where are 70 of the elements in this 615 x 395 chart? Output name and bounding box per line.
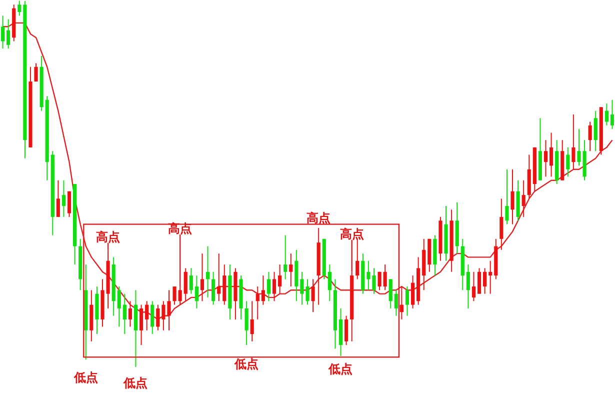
candlestick [505, 168, 509, 225]
candlestick [549, 132, 554, 178]
candlestick [261, 275, 265, 306]
candlestick [200, 253, 204, 302]
candlestick [266, 271, 271, 302]
candlestick [410, 275, 415, 309]
candlestick [284, 234, 288, 280]
candlestick [194, 275, 198, 309]
candlestick [477, 268, 482, 294]
text: 低点 [122, 376, 148, 390]
annotation: 低点 [328, 362, 353, 376]
candlestick [117, 286, 121, 328]
candlestick [62, 180, 66, 218]
candlestick [278, 264, 282, 294]
candlestick [18, 0, 22, 16]
text: 低点 [72, 370, 98, 385]
candlestick [0, 15, 5, 50]
candlestick [544, 140, 548, 178]
candlestick [522, 180, 526, 218]
candlestick [184, 268, 188, 302]
annotation: 高点 [306, 210, 331, 225]
candlestick [34, 62, 38, 82]
candlestick [594, 110, 598, 152]
candlestick [150, 300, 154, 335]
candlestick [588, 121, 592, 152]
candlestick [156, 304, 160, 331]
candlestick [500, 198, 504, 250]
candlestick [139, 304, 144, 346]
candlestick [172, 286, 176, 306]
candlestick [405, 286, 410, 316]
candlestick [256, 286, 260, 320]
candlestick [378, 271, 382, 291]
candlestick [145, 300, 149, 331]
candlestick [366, 260, 370, 291]
annotation: 高点 [96, 230, 120, 244]
candlestick [328, 264, 332, 302]
candlestick [244, 300, 248, 346]
candlestick [189, 268, 193, 294]
candlestick [466, 264, 470, 309]
candlestick [311, 278, 315, 313]
candlestick [167, 290, 171, 331]
annotation: 低点 [234, 357, 259, 372]
candlestick [122, 293, 126, 335]
candlestick [572, 114, 576, 170]
candlestick [472, 271, 476, 302]
candlestick [388, 278, 392, 309]
candlestick [400, 286, 404, 320]
candlestick [217, 253, 221, 302]
candlestick [272, 271, 276, 302]
candlestick [6, 18, 10, 50]
candlestick [206, 246, 210, 298]
annotation: 高点 [340, 226, 364, 241]
annotation: 高点 [168, 221, 192, 236]
candlestick [128, 300, 132, 328]
candlestick [394, 290, 398, 316]
candlestick [604, 102, 608, 126]
candlestick [56, 180, 60, 218]
candlestick [610, 99, 614, 130]
candlestick [250, 300, 254, 342]
candlestick [67, 190, 72, 218]
candlestick [344, 315, 348, 346]
candlestick [372, 268, 376, 294]
candlestick [383, 264, 387, 291]
candlestick [212, 271, 216, 306]
candlestick [289, 253, 293, 287]
candlestick [488, 260, 492, 294]
candlestick [510, 168, 514, 225]
candlestick [162, 300, 166, 331]
candlestick [482, 268, 487, 294]
candlestick [566, 146, 570, 178]
